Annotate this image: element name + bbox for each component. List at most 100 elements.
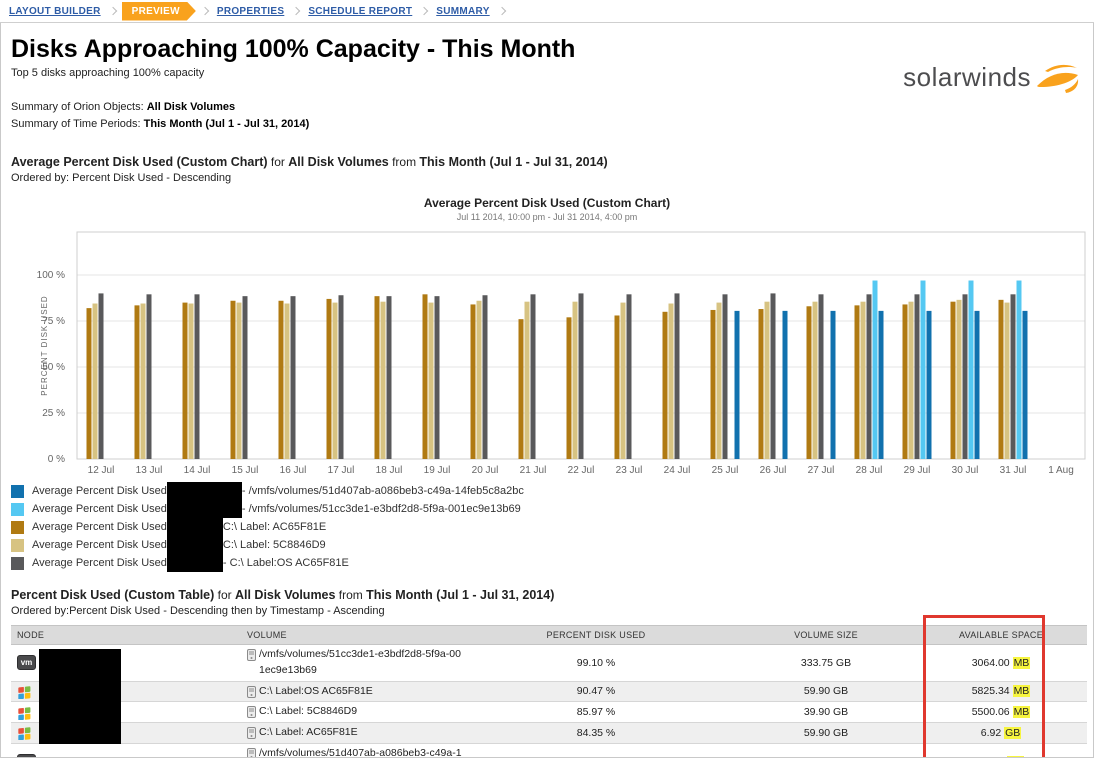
windows-node-icon [18, 706, 31, 721]
nav-item-properties[interactable]: PROPERTIES [216, 5, 285, 17]
page-title: Disks Approaching 100% Capacity - This M… [11, 35, 576, 63]
bar [872, 280, 878, 459]
bar [482, 295, 488, 459]
disk-table: NODE VOLUME PERCENT DISK USED VOLUME SIZE AV… [11, 625, 1087, 757]
bar [182, 302, 188, 459]
volume-size-cell: 333.75 GB [701, 644, 951, 682]
column-header: NODE [11, 625, 241, 645]
bar [578, 293, 584, 459]
svg-text:16 Jul: 16 Jul [280, 465, 307, 476]
bar [812, 301, 818, 459]
bar [626, 294, 632, 459]
svg-text:25 Jul: 25 Jul [712, 465, 739, 476]
volume-name: C:\ Label: AC65F81E [259, 726, 358, 738]
volume-size-cell: 267.25 GB [701, 743, 951, 757]
bar [422, 294, 428, 459]
column-header: VOLUME SIZE [701, 625, 951, 645]
bar [86, 308, 92, 459]
svg-text:PERCENT DISK USED: PERCENT DISK USED [40, 295, 49, 395]
percent-disk-used-cell: 81.77 % [491, 743, 701, 757]
bar [662, 311, 668, 459]
bar [98, 293, 104, 459]
svg-text:26 Jul: 26 Jul [760, 465, 787, 476]
chart: Average Percent Disk Used (Custom Chart)… [1, 196, 1093, 480]
filler-cell [1051, 701, 1087, 723]
breadcrumb: LAYOUT BUILDER PREVIEW PROPERTIES SCHEDULE … [0, 0, 1094, 23]
chart-subtitle: Jul 11 2014, 10:00 pm - Jul 31 2014, 4:0… [456, 212, 638, 222]
nav-item-summary[interactable]: SUMMARY [436, 5, 490, 17]
svg-text:23 Jul: 23 Jul [616, 465, 643, 476]
legend-volume-path: - /vmfs/volumes/51d407ab-a086beb3-c49a-1… [241, 485, 524, 497]
bar [968, 280, 974, 459]
volume-disk-icon [247, 685, 256, 698]
available-space-cell: 5825.34 MB [951, 681, 1051, 703]
bar [926, 310, 932, 459]
svg-text:12 Jul: 12 Jul [88, 465, 115, 476]
solarwinds-logo-text: solarwinds [903, 61, 1031, 92]
legend-item: Average Percent Disk Used - /vmfs/volume… [11, 500, 1093, 518]
bar [620, 302, 626, 459]
svg-text:29 Jul: 29 Jul [904, 465, 931, 476]
bar [524, 301, 530, 459]
bar [758, 309, 764, 459]
legend-label: Average Percent Disk Used [32, 521, 167, 533]
bar [338, 295, 344, 459]
bar [1010, 294, 1016, 459]
nav-item-preview[interactable]: PREVIEW [122, 2, 196, 21]
volume-cell: C:\ Label:OS AC65F81E [241, 681, 491, 703]
svg-text:27 Jul: 27 Jul [808, 465, 835, 476]
nav-item-layout-builder[interactable]: LAYOUT BUILDER [9, 5, 101, 17]
column-header-filler [1051, 625, 1087, 645]
svg-text:1 Aug: 1 Aug [1048, 465, 1074, 476]
volume-cell: C:\ Label: 5C8846D9 [241, 701, 491, 723]
bar [974, 310, 980, 459]
svg-text:100 %: 100 % [37, 270, 65, 281]
bar [146, 294, 152, 459]
table-row: vm/vmfs/volumes/51cc3de1-e3bdf2d8-5f9a-0… [11, 644, 1087, 682]
volume-size-cell: 39.90 GB [701, 701, 951, 723]
chart-section-header: Average Percent Disk Used (Custom Chart)… [11, 155, 608, 169]
volume-disk-icon [247, 747, 256, 757]
percent-disk-used-cell: 99.10 % [491, 644, 701, 682]
bar [236, 302, 242, 459]
bar [830, 310, 836, 459]
table-row: C:\ Label: 5C8846D9 85.97 % 39.90 GB 5500.0… [11, 701, 1087, 723]
legend-item: Average Percent Disk Used - C:\ Label:OS… [11, 554, 1093, 572]
windows-node-icon [18, 727, 31, 741]
bar [902, 304, 908, 459]
svg-text:75 %: 75 % [42, 316, 65, 327]
bar [134, 305, 140, 459]
svg-text:20 Jul: 20 Jul [472, 465, 499, 476]
svg-text:50 %: 50 % [42, 362, 65, 373]
legend-label: Average Percent Disk Used [32, 485, 167, 497]
svg-text:0 %: 0 % [48, 454, 65, 465]
bar [716, 302, 722, 459]
legend-volume-path: - C:\ Label:OS AC65F81E [222, 557, 349, 569]
bar [332, 302, 338, 459]
svg-text:18 Jul: 18 Jul [376, 465, 403, 476]
summary-periods: Summary of Time Periods: This Month (Jul… [11, 118, 310, 130]
bar [470, 304, 476, 459]
table-ordered-by: Ordered by:Percent Disk Used - Descendin… [11, 605, 385, 617]
bar [764, 301, 770, 459]
volume-name: C:\ Label:OS AC65F81E [259, 684, 373, 697]
bar [386, 296, 392, 459]
legend-volume-path: C:\ Label: AC65F81E [222, 521, 327, 533]
legend-item: Average Percent Disk Used C:\ Label: AC6… [11, 518, 1093, 536]
bar [998, 299, 1004, 459]
bar [914, 294, 920, 459]
svg-text:21 Jul: 21 Jul [520, 465, 547, 476]
summary-objects: Summary of Orion Objects: All Disk Volum… [11, 101, 236, 113]
bar [530, 294, 536, 459]
bar [770, 293, 776, 459]
available-space-unit: MB [1012, 685, 1031, 698]
volume-cell: C:\ Label: AC65F81E [241, 722, 491, 744]
breadcrumb-chevron-icon [200, 6, 210, 16]
bar [818, 294, 824, 459]
redaction-box [166, 500, 242, 518]
legend-label: Average Percent Disk Used [32, 557, 167, 569]
svg-text:19 Jul: 19 Jul [424, 465, 451, 476]
nav-item-schedule-report[interactable]: SCHEDULE REPORT [308, 5, 413, 17]
svg-text:24 Jul: 24 Jul [664, 465, 691, 476]
table-row: vm/vmfs/volumes/51d407ab-a086beb3-c49a-1… [11, 743, 1087, 757]
